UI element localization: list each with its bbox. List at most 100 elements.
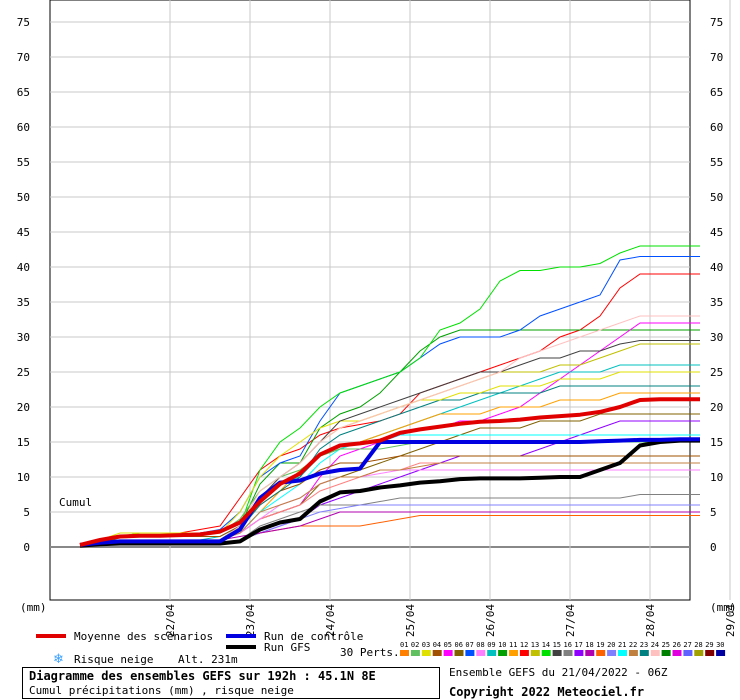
x-tick-label: 27/04 (564, 604, 577, 637)
member-color-swatch (607, 650, 617, 656)
y-tick-label-right: 45 (710, 226, 723, 239)
x-axis-ticks: 22/04 23/04 24/04 25/04 26/04 27/04 28/04 29/04 (164, 604, 737, 637)
y-tick-label-left: 5 (23, 506, 30, 519)
y-tick-label-right: 15 (710, 436, 723, 449)
member-color-swatch (421, 650, 431, 656)
y-tick-label-left: 75 (17, 16, 30, 29)
member-number: 07 (465, 641, 473, 649)
cumul-label: Cumul (59, 496, 93, 509)
main-series (79, 397, 700, 548)
member-color-swatch (672, 650, 682, 656)
y-tick-label-right: 10 (710, 471, 723, 484)
y-tick-label-left: 20 (17, 401, 30, 414)
member-number: 03 (422, 641, 430, 649)
y-tick-label-left: 50 (17, 191, 30, 204)
member-color-swatch (716, 650, 726, 656)
chart-subtitle: Cumul précipitations (mm) , risque neige (29, 684, 294, 697)
member-number: 27 (683, 641, 691, 649)
y-tick-label-right: 30 (710, 331, 723, 344)
snowflake-icon: ❄ (53, 652, 64, 667)
x-tick-label: 22/04 (164, 604, 177, 637)
member-number: 18 (585, 641, 593, 649)
series-line (79, 437, 700, 547)
member-number: 29 (705, 641, 713, 649)
y-tick-label-right: 0 (710, 541, 717, 554)
member-number: 06 (455, 641, 463, 649)
ensemble-run-label: Ensemble GEFS du 21/04/2022 - 06Z (449, 666, 668, 679)
y-tick-label-left: 10 (17, 471, 30, 484)
y-tick-label-right: 55 (710, 156, 723, 169)
member-color-swatch (596, 650, 606, 656)
member-number: 20 (607, 641, 615, 649)
y-tick-label-left: 15 (17, 436, 30, 449)
ensemble-members (79, 245, 700, 548)
member-color-swatch (443, 650, 453, 656)
member-number: 10 (498, 641, 506, 649)
member-number: 11 (509, 641, 517, 649)
member-number: 08 (476, 641, 484, 649)
y-tick-label-right: 75 (710, 16, 723, 29)
y-tick-label-right: 50 (710, 191, 723, 204)
member-color-swatch (694, 650, 704, 656)
legend-mean-label: Moyenne des scénarios (74, 630, 213, 643)
y-tick-label-right: 70 (710, 51, 723, 64)
y-tick-label-right: 35 (710, 296, 723, 309)
member-color-swatch (465, 650, 475, 656)
member-number: 19 (596, 641, 604, 649)
member-color-swatch (574, 650, 584, 656)
member-number: 13 (531, 641, 539, 649)
ensemble-member-line (79, 434, 700, 548)
legend-control-label: Run de contrôle (264, 630, 363, 643)
y-tick-label-left: 55 (17, 156, 30, 169)
chart-title: Diagramme des ensembles GEFS sur 192h : … (29, 669, 376, 683)
member-color-swatch (400, 650, 409, 656)
copyright: Copyright 2022 Meteociel.fr (449, 685, 645, 699)
y-tick-label-left: 35 (17, 296, 30, 309)
y-tick-label-left: 25 (17, 366, 30, 379)
title-box: Diagramme des ensembles GEFS sur 192h : … (22, 667, 440, 699)
member-color-swatch (683, 650, 693, 656)
ensemble-member-line (79, 245, 700, 548)
legend-gfs-label: Run GFS (264, 641, 310, 654)
member-number: 15 (553, 641, 561, 649)
member-number: 02 (411, 641, 419, 649)
x-tick-label: 28/04 (644, 604, 657, 637)
member-number: 09 (487, 641, 495, 649)
member-color-swatch (410, 650, 420, 656)
member-color-swatch (552, 650, 562, 656)
member-number: 04 (433, 641, 441, 649)
plot-frame (49, 0, 691, 601)
x-tick-label: 29/04 (724, 604, 737, 637)
x-tick-label: 26/04 (484, 604, 497, 637)
ensemble-member-line (79, 343, 700, 548)
member-number: 14 (542, 641, 550, 649)
x-tick-label: 23/04 (244, 604, 257, 637)
mm-label-left: (mm) (20, 601, 47, 614)
member-color-swatch (432, 650, 442, 656)
member-number: 23 (640, 641, 648, 649)
member-color-swatch (650, 650, 660, 656)
member-number: 01 (400, 641, 408, 649)
y-tick-label-right: 40 (710, 261, 723, 274)
mm-label-right: (mm) (710, 601, 737, 614)
member-color-swatch (530, 650, 540, 656)
x-tick-label: 24/04 (324, 604, 337, 637)
member-number: 28 (694, 641, 702, 649)
member-color-swatch (487, 650, 497, 656)
member-color-swatch (585, 650, 595, 656)
y-tick-label-left: 0 (23, 541, 30, 554)
grid (49, 0, 731, 601)
member-color-swatch (705, 650, 715, 656)
y-tick-label-right: 5 (710, 506, 717, 519)
member-color-swatch (618, 650, 627, 656)
member-color-swatch (454, 650, 464, 656)
y-tick-label-left: 40 (17, 261, 30, 274)
y-tick-label-left: 65 (17, 86, 30, 99)
member-color-swatch (509, 650, 518, 656)
member-number: 17 (574, 641, 582, 649)
y-tick-label-left: 30 (17, 331, 30, 344)
ensemble-member-line (79, 256, 700, 548)
member-color-swatch (476, 650, 486, 656)
